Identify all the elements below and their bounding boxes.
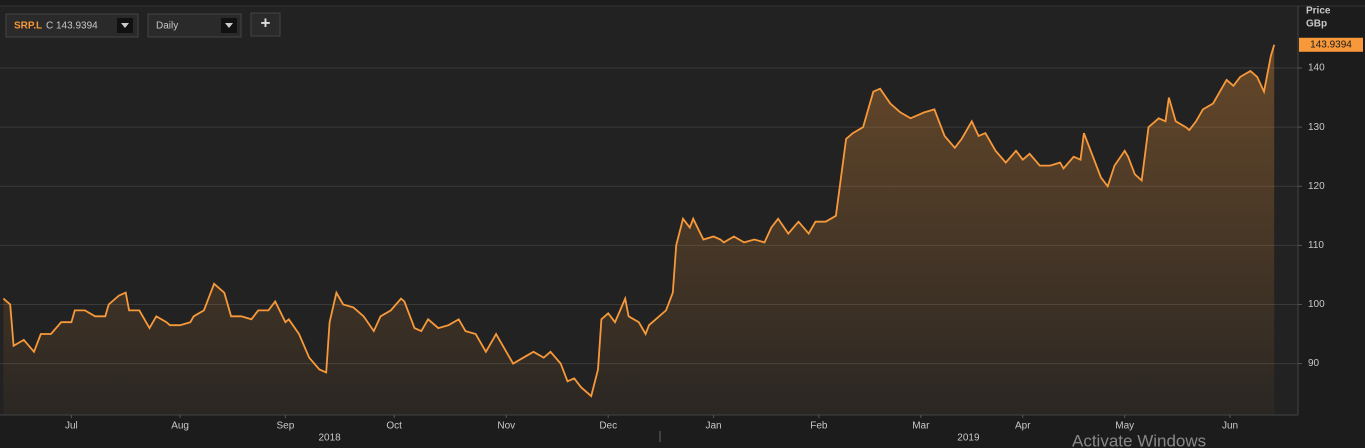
area-fill xyxy=(3,44,1275,416)
year-label: 2018 xyxy=(318,433,341,444)
symbol-select[interactable] xyxy=(5,13,139,38)
dropdown-arrow xyxy=(225,23,233,28)
y-tick-label: 110 xyxy=(1308,240,1324,251)
watermark: Activate Windows xyxy=(1072,431,1206,448)
x-tick-label: Jun xyxy=(1222,421,1238,432)
y-tick-label: 90 xyxy=(1308,358,1320,369)
x-tick-label: Nov xyxy=(497,421,515,432)
last-price-badge xyxy=(1299,37,1363,52)
x-tick-label: Apr xyxy=(1015,421,1031,432)
x-tick-label: Mar xyxy=(912,421,930,432)
price-line xyxy=(2,44,1276,398)
x-tick-label: Sep xyxy=(277,421,295,432)
y-tick-label: 100 xyxy=(1308,299,1325,310)
dropdown-arrow xyxy=(121,23,129,28)
y-axis-unit: GBp xyxy=(1306,19,1327,30)
add-icon: + xyxy=(261,13,271,32)
year-label: 2019 xyxy=(957,433,980,444)
x-tick-label: May xyxy=(1115,421,1134,432)
symbol: SRP.L xyxy=(14,21,42,32)
x-tick-label: Feb xyxy=(810,421,828,432)
x-tick-label: Jan xyxy=(705,421,721,432)
x-tick-label: Aug xyxy=(171,421,189,432)
y-tick-label: 140 xyxy=(1308,63,1325,74)
x-tick-label: Oct xyxy=(386,421,402,432)
y-axis-label: Price xyxy=(1306,6,1331,17)
y-tick-label: 120 xyxy=(1308,181,1325,192)
marks xyxy=(2,44,1276,416)
last-price-label: 143.9394 xyxy=(1310,39,1352,50)
interval: Daily xyxy=(156,21,178,32)
close-label: C 143.9394 xyxy=(46,21,98,32)
add-button[interactable] xyxy=(250,12,281,37)
x-tick-label: Dec xyxy=(599,421,617,432)
interval-select[interactable] xyxy=(147,13,242,38)
x-tick-label: Jul xyxy=(65,421,78,432)
y-tick-label: 130 xyxy=(1308,122,1325,133)
